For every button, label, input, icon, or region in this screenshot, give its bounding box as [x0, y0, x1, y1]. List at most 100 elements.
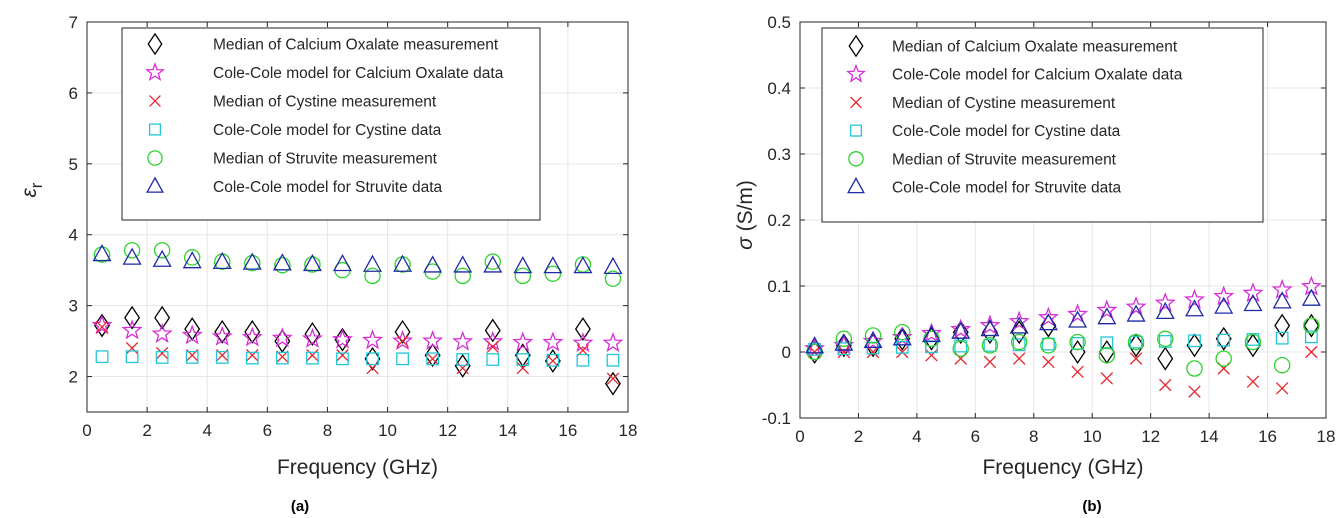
data-point: [454, 267, 471, 285]
data-point: [863, 330, 883, 349]
series-triangle: [805, 288, 1321, 354]
y-tick-label: 7: [69, 13, 78, 32]
data-point: [1126, 304, 1146, 322]
data-point: [1215, 350, 1232, 367]
y-axis-unit: (S/m): [734, 180, 757, 237]
data-point: [1159, 378, 1172, 392]
data-point: [1129, 335, 1143, 349]
data-point: [542, 331, 564, 352]
data-point: [331, 328, 354, 349]
y-axis-label: σ (S/m): [734, 180, 757, 250]
data-point: [424, 343, 441, 368]
data-point: [182, 251, 202, 269]
data-point: [1038, 313, 1058, 331]
data-point: [1127, 333, 1145, 351]
data-point: [1186, 333, 1203, 358]
y-tick-label: -0.1: [762, 409, 791, 428]
data-point: [606, 372, 620, 385]
data-point: [394, 319, 411, 344]
legend-label: Median of Cystine measurement: [892, 95, 1116, 112]
data-point: [125, 341, 139, 355]
data-point: [95, 320, 109, 334]
y-tick-label: 6: [69, 84, 78, 103]
data-point: [336, 349, 349, 362]
data-point: [544, 265, 562, 282]
x-axis-label: Frequency (GHz): [277, 456, 438, 479]
data-point: [336, 352, 349, 366]
data-point: [271, 327, 293, 348]
data-point: [244, 319, 261, 344]
data-point: [1305, 345, 1318, 359]
series-star: [91, 314, 624, 353]
x-tick-label: 8: [323, 421, 332, 440]
y-tick-label: 5: [69, 155, 78, 174]
data-point: [361, 329, 384, 350]
legend-marker: [849, 124, 863, 137]
data-point: [1158, 335, 1172, 348]
data-point: [396, 352, 409, 366]
data-point: [484, 253, 501, 270]
x-tick-label: 16: [1258, 427, 1277, 446]
data-point: [952, 340, 969, 357]
chart-panel-a: 0 2 4 6 8 10 12 14 16 18 2 3 4 5 6 7 Median of Calcium O…: [18, 13, 637, 515]
data-point: [546, 354, 560, 368]
data-point: [454, 353, 471, 378]
legend-label: Cole-Cole model for Cystine data: [213, 122, 442, 139]
legend-box: [821, 27, 1264, 223]
data-point: [1128, 333, 1145, 358]
data-point: [1096, 299, 1118, 320]
data-point: [983, 355, 997, 369]
data-point: [1157, 346, 1174, 371]
data-point: [151, 322, 173, 343]
data-point: [364, 346, 381, 371]
x-tick-label: 0: [82, 421, 91, 440]
x-tick-label: 2: [854, 427, 863, 446]
data-point: [1213, 285, 1235, 306]
legend-label: Cole-Cole model for Struvite data: [892, 180, 1122, 197]
data-point: [921, 324, 942, 343]
data-point: [1246, 333, 1260, 346]
data-point: [896, 345, 909, 359]
data-point: [1215, 326, 1232, 351]
x-tick-label: 16: [558, 421, 577, 440]
legend-marker: [850, 96, 862, 109]
data-point: [1243, 293, 1263, 312]
legend-label: Median of Struvite measurement: [892, 151, 1117, 168]
data-point: [1214, 296, 1234, 314]
data-point: [122, 247, 142, 265]
y-tick-label: 0.1: [767, 277, 791, 296]
series-square: [95, 350, 620, 367]
y-axis-symbol: ε: [18, 187, 41, 197]
data-point: [1303, 317, 1320, 334]
data-point: [306, 349, 319, 362]
data-point: [920, 322, 943, 343]
legend-label: Cole-Cole model for Calcium Oxalate data: [213, 65, 504, 82]
data-point: [576, 353, 590, 367]
y-tick-label: 2: [69, 368, 78, 387]
data-point: [1154, 292, 1176, 313]
data-point: [808, 345, 821, 359]
x-tick-label: 10: [378, 421, 397, 440]
data-point: [364, 267, 381, 285]
data-point: [456, 353, 470, 366]
data-point: [574, 317, 591, 342]
data-point: [604, 270, 622, 287]
data-point: [393, 254, 413, 272]
data-point: [426, 352, 439, 366]
data-point: [242, 252, 262, 270]
x-tick-label: 14: [498, 421, 517, 440]
data-point: [894, 326, 911, 351]
data-point: [837, 345, 851, 359]
data-point: [544, 348, 561, 373]
data-point: [513, 256, 533, 274]
y-axis-subscript: r: [27, 182, 46, 188]
data-point: [980, 319, 1000, 337]
data-point: [426, 352, 440, 366]
data-point: [837, 342, 851, 356]
data-point: [1186, 360, 1203, 377]
data-point: [214, 319, 231, 344]
data-point: [979, 314, 1001, 335]
data-point: [154, 305, 171, 330]
data-point: [602, 332, 624, 353]
data-point: [244, 254, 261, 272]
